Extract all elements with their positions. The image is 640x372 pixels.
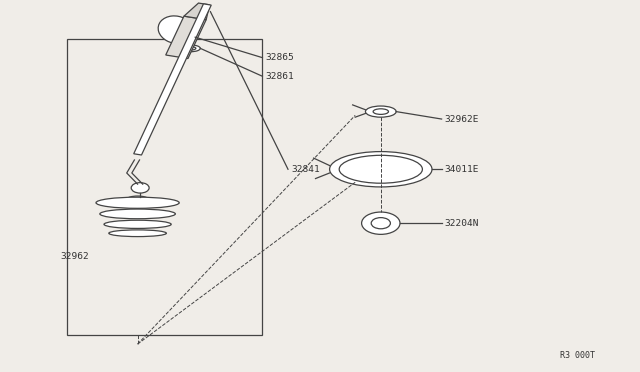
Text: R3 000T: R3 000T bbox=[560, 351, 595, 360]
Ellipse shape bbox=[100, 209, 175, 219]
Ellipse shape bbox=[132, 198, 143, 201]
Ellipse shape bbox=[330, 151, 432, 187]
Ellipse shape bbox=[365, 106, 396, 117]
Circle shape bbox=[362, 212, 400, 234]
Polygon shape bbox=[166, 16, 206, 58]
Ellipse shape bbox=[104, 220, 172, 228]
Bar bbox=[67, 39, 262, 335]
Ellipse shape bbox=[373, 109, 388, 115]
Ellipse shape bbox=[112, 199, 163, 207]
Ellipse shape bbox=[339, 155, 422, 183]
Ellipse shape bbox=[109, 230, 166, 237]
Ellipse shape bbox=[96, 197, 179, 208]
Text: 32962: 32962 bbox=[61, 252, 90, 261]
Text: 32865: 32865 bbox=[266, 53, 294, 62]
Circle shape bbox=[131, 183, 149, 193]
Text: 32861: 32861 bbox=[266, 72, 294, 81]
Ellipse shape bbox=[186, 47, 196, 50]
Circle shape bbox=[371, 218, 390, 229]
Text: 32841: 32841 bbox=[291, 165, 320, 174]
Text: 34011E: 34011E bbox=[445, 165, 479, 174]
Polygon shape bbox=[134, 4, 211, 155]
Ellipse shape bbox=[181, 45, 200, 52]
Text: 32962E: 32962E bbox=[445, 115, 479, 124]
Polygon shape bbox=[184, 3, 209, 20]
Ellipse shape bbox=[158, 16, 194, 44]
Text: 32204N: 32204N bbox=[445, 219, 479, 228]
Ellipse shape bbox=[127, 196, 148, 202]
